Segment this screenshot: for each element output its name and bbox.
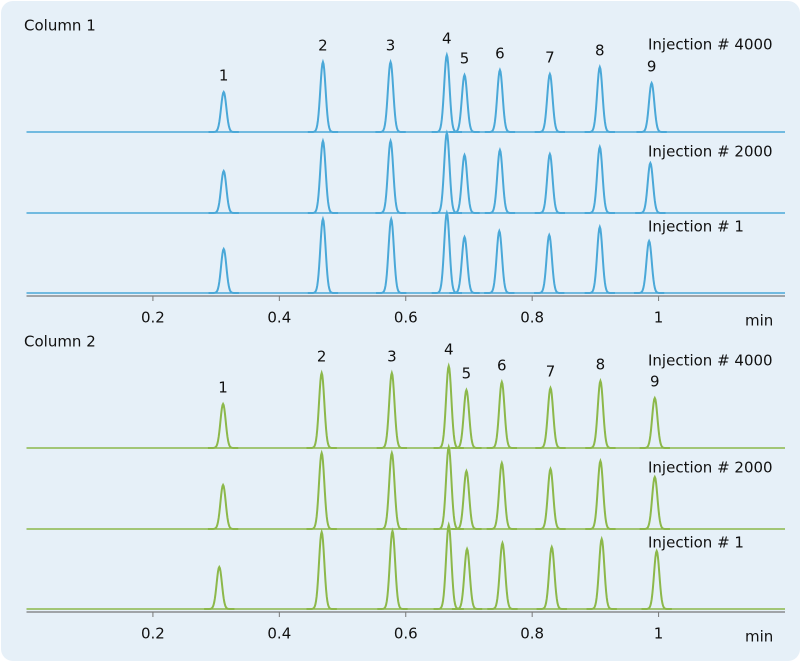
peak xyxy=(486,459,517,530)
panel-title: Column 2 xyxy=(24,333,96,351)
peak-label: 9 xyxy=(647,58,657,76)
peak xyxy=(208,246,239,294)
peak xyxy=(641,548,672,610)
peak xyxy=(584,223,615,294)
peak-label: 8 xyxy=(596,356,606,374)
peak xyxy=(534,151,566,214)
peak xyxy=(585,377,616,449)
peak xyxy=(449,152,480,214)
peak xyxy=(639,395,670,449)
x-tick-label: 0.2 xyxy=(141,309,165,327)
peak xyxy=(375,137,406,214)
peak-label: 2 xyxy=(317,348,327,366)
peak xyxy=(451,468,482,530)
peak xyxy=(635,160,666,214)
peak-label: 3 xyxy=(387,348,397,366)
peak xyxy=(204,564,235,610)
x-tick-label: 0.6 xyxy=(394,625,418,643)
peak xyxy=(534,232,565,294)
peak xyxy=(207,401,239,449)
panel-title: Column 1 xyxy=(24,17,96,35)
x-tick-label: 0.8 xyxy=(520,625,544,643)
peak xyxy=(307,58,339,133)
peak xyxy=(639,474,670,530)
peak xyxy=(451,546,483,610)
trace-name: Injection # 4000 xyxy=(648,352,773,370)
peak-label: 6 xyxy=(495,45,505,63)
peak xyxy=(376,215,407,294)
peak-label: 5 xyxy=(460,50,470,68)
peak-label: 4 xyxy=(442,30,452,48)
peak xyxy=(484,67,516,133)
peak xyxy=(306,449,337,530)
x-tick-label: 1 xyxy=(654,309,664,327)
peak xyxy=(484,147,516,214)
peak xyxy=(535,385,566,449)
x-axis-label: min xyxy=(745,628,773,646)
x-axis-label: min xyxy=(745,312,773,330)
x-tick-label: 0.8 xyxy=(520,309,544,327)
peak-label: 2 xyxy=(318,37,328,55)
peak xyxy=(584,63,615,133)
trace-name: Injection # 1 xyxy=(648,218,744,236)
peak xyxy=(586,535,617,610)
peak xyxy=(307,215,339,294)
peak-label: 9 xyxy=(650,373,660,391)
x-tick-label: 1 xyxy=(654,625,664,643)
peak xyxy=(486,378,517,449)
x-tick-label: 0.4 xyxy=(267,309,291,327)
peak xyxy=(451,387,482,449)
peak xyxy=(307,137,339,214)
peak xyxy=(536,544,567,610)
trace-name: Injection # 1 xyxy=(648,534,744,552)
peak xyxy=(633,238,665,294)
peak-label: 4 xyxy=(444,341,454,359)
peak-label: 1 xyxy=(219,67,229,85)
x-tick-label: 0.6 xyxy=(394,309,418,327)
peak xyxy=(376,449,408,530)
peak xyxy=(375,58,406,133)
peak xyxy=(208,168,239,214)
peak-label: 1 xyxy=(218,379,228,397)
peak-label: 8 xyxy=(595,42,605,60)
peak xyxy=(585,457,616,530)
peak xyxy=(377,527,408,610)
peak xyxy=(636,80,667,133)
peak xyxy=(306,528,337,610)
peak xyxy=(584,143,615,214)
trace-name: Injection # 2000 xyxy=(648,459,773,477)
peak-label: 6 xyxy=(497,357,507,375)
peak xyxy=(449,234,480,294)
peak xyxy=(535,466,566,530)
peak xyxy=(487,539,518,610)
peak xyxy=(207,482,239,530)
peak-label: 7 xyxy=(546,363,556,381)
peak xyxy=(208,89,239,133)
peak xyxy=(449,72,480,133)
x-tick-label: 0.2 xyxy=(141,625,165,643)
peak-label: 3 xyxy=(386,37,396,55)
peak xyxy=(484,228,515,294)
peak xyxy=(306,369,337,449)
x-tick-label: 0.4 xyxy=(267,625,291,643)
peak-label: 5 xyxy=(462,365,472,383)
peak xyxy=(376,369,408,449)
trace-name: Injection # 2000 xyxy=(648,143,773,161)
peak xyxy=(534,71,566,133)
peak-label: 7 xyxy=(545,49,555,67)
trace-name: Injection # 4000 xyxy=(648,36,773,54)
